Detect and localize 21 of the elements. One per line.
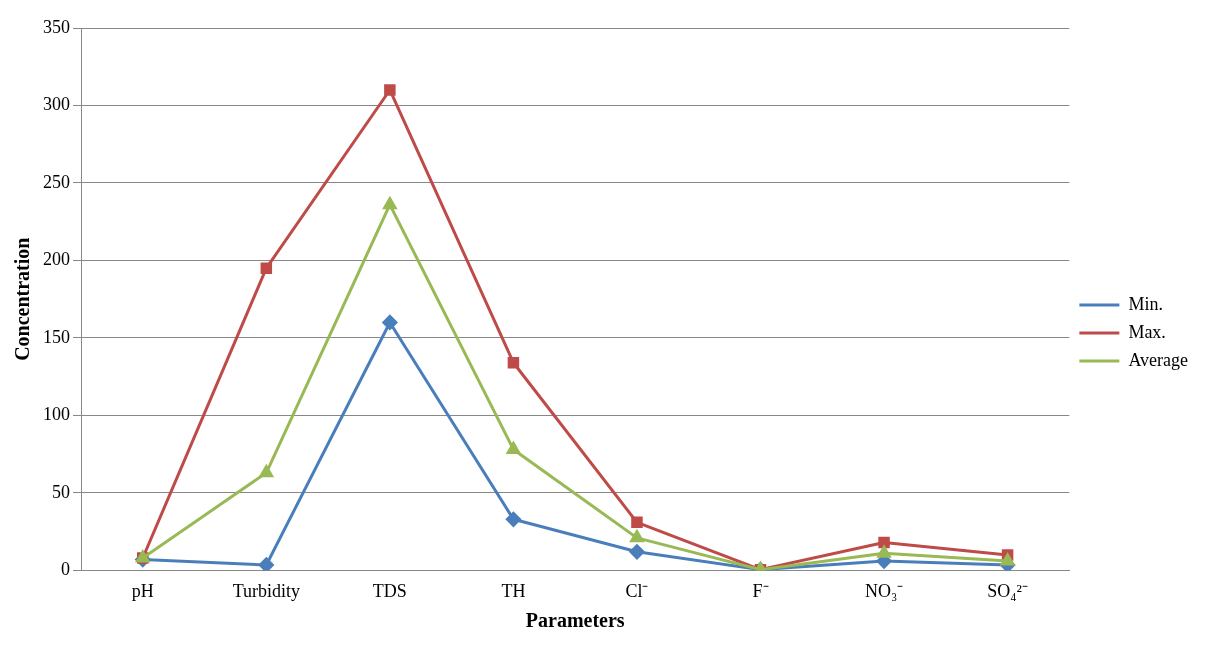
legend-label: Average [1128, 349, 1189, 370]
x-axis-title: Parameters [525, 609, 625, 632]
x-tick-label: pH [131, 580, 154, 601]
x-tick-label: NO₃⁻ [864, 580, 904, 601]
x-tick-label: TDS [372, 580, 407, 601]
y-tick-label: 0 [61, 559, 70, 580]
legend-label: Max. [1128, 321, 1166, 342]
y-tick-label: 150 [43, 326, 70, 347]
y-tick-label: 200 [43, 249, 70, 270]
x-tick-label: Cl⁻ [625, 580, 649, 601]
x-tick-label: F⁻ [752, 580, 769, 601]
legend-label: Min. [1128, 293, 1163, 314]
y-tick-label: 100 [43, 404, 70, 425]
y-axis-title: Concentration [11, 237, 34, 361]
y-tick-label: 50 [52, 481, 70, 502]
y-tick-label: 250 [43, 171, 70, 192]
x-tick-label: TH [501, 580, 526, 601]
y-tick-label: 350 [43, 16, 70, 37]
x-tick-label: SO₄²⁻ [987, 580, 1028, 601]
y-tick-label: 300 [43, 94, 70, 115]
x-tick-label: Turbidity [232, 580, 300, 601]
